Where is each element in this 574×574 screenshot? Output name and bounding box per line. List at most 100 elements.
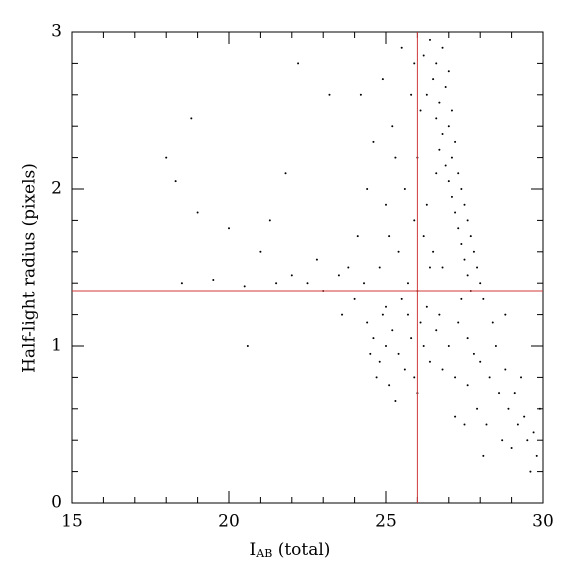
point [457, 172, 460, 175]
point [422, 235, 425, 238]
point [425, 203, 428, 206]
point [454, 140, 457, 143]
point [422, 54, 425, 57]
point [290, 274, 293, 277]
point [359, 93, 362, 96]
point [498, 392, 501, 395]
point [196, 211, 199, 214]
point [410, 337, 413, 340]
point [501, 439, 504, 442]
point [535, 454, 538, 457]
point [441, 133, 444, 136]
point [454, 211, 457, 214]
point [378, 266, 381, 269]
point [419, 109, 422, 112]
point [504, 313, 507, 316]
point [494, 345, 497, 347]
point [297, 62, 300, 65]
point [479, 360, 482, 363]
point [425, 93, 428, 96]
point [413, 219, 416, 222]
point [337, 274, 340, 277]
point [385, 203, 387, 206]
point [447, 180, 450, 183]
x-label-rest: (total) [272, 540, 330, 560]
point [363, 282, 366, 285]
point [165, 156, 168, 159]
point [406, 313, 409, 316]
point [375, 376, 378, 379]
point [353, 297, 356, 300]
x-tick-label: 15 [61, 512, 83, 532]
point [447, 70, 450, 73]
point [463, 258, 466, 261]
x-tick-label: 25 [375, 512, 397, 532]
point [510, 447, 513, 450]
point [450, 109, 453, 112]
point [268, 219, 271, 222]
point [366, 321, 369, 324]
point [391, 329, 394, 332]
point [435, 329, 438, 332]
point [507, 407, 510, 410]
point [523, 415, 526, 418]
point [243, 285, 246, 288]
point [447, 125, 450, 128]
plot-frame [71, 31, 544, 504]
point [450, 195, 453, 198]
point [190, 117, 193, 120]
point [466, 384, 469, 387]
point [460, 188, 463, 190]
point [372, 337, 375, 340]
point [400, 297, 403, 300]
x-axis-label: IAB (total) [250, 540, 331, 561]
point [400, 46, 403, 49]
point [422, 345, 425, 347]
point [369, 352, 372, 355]
point [529, 470, 532, 473]
point [444, 164, 447, 167]
point [441, 46, 444, 49]
point [441, 368, 444, 371]
point [180, 282, 183, 285]
point [388, 384, 391, 387]
point [441, 266, 444, 269]
point [466, 274, 469, 277]
point [406, 282, 409, 285]
point [315, 258, 318, 261]
point [428, 360, 431, 363]
point [435, 172, 438, 175]
point [397, 250, 400, 253]
x-tick-label: 20 [218, 512, 240, 532]
point [532, 431, 535, 434]
point [463, 203, 466, 206]
y-axis-label: Half-light radius (pixels) [20, 163, 40, 373]
point [381, 313, 384, 316]
point [397, 352, 400, 355]
point [466, 337, 469, 340]
point [246, 345, 249, 347]
point [435, 117, 438, 120]
point [520, 376, 523, 379]
point [275, 282, 278, 285]
point [447, 345, 450, 347]
point [438, 313, 441, 316]
point [366, 188, 369, 190]
point [432, 78, 435, 81]
point [403, 188, 406, 190]
point [454, 415, 457, 418]
point [381, 78, 384, 81]
point [174, 180, 177, 183]
point [356, 235, 359, 238]
point [476, 407, 479, 410]
point [306, 282, 309, 285]
point [482, 297, 485, 300]
x-label-base: I [250, 540, 257, 560]
point [347, 266, 350, 269]
point [259, 250, 262, 253]
point [485, 423, 488, 426]
point [388, 235, 391, 238]
point [476, 266, 479, 269]
point [394, 399, 397, 402]
